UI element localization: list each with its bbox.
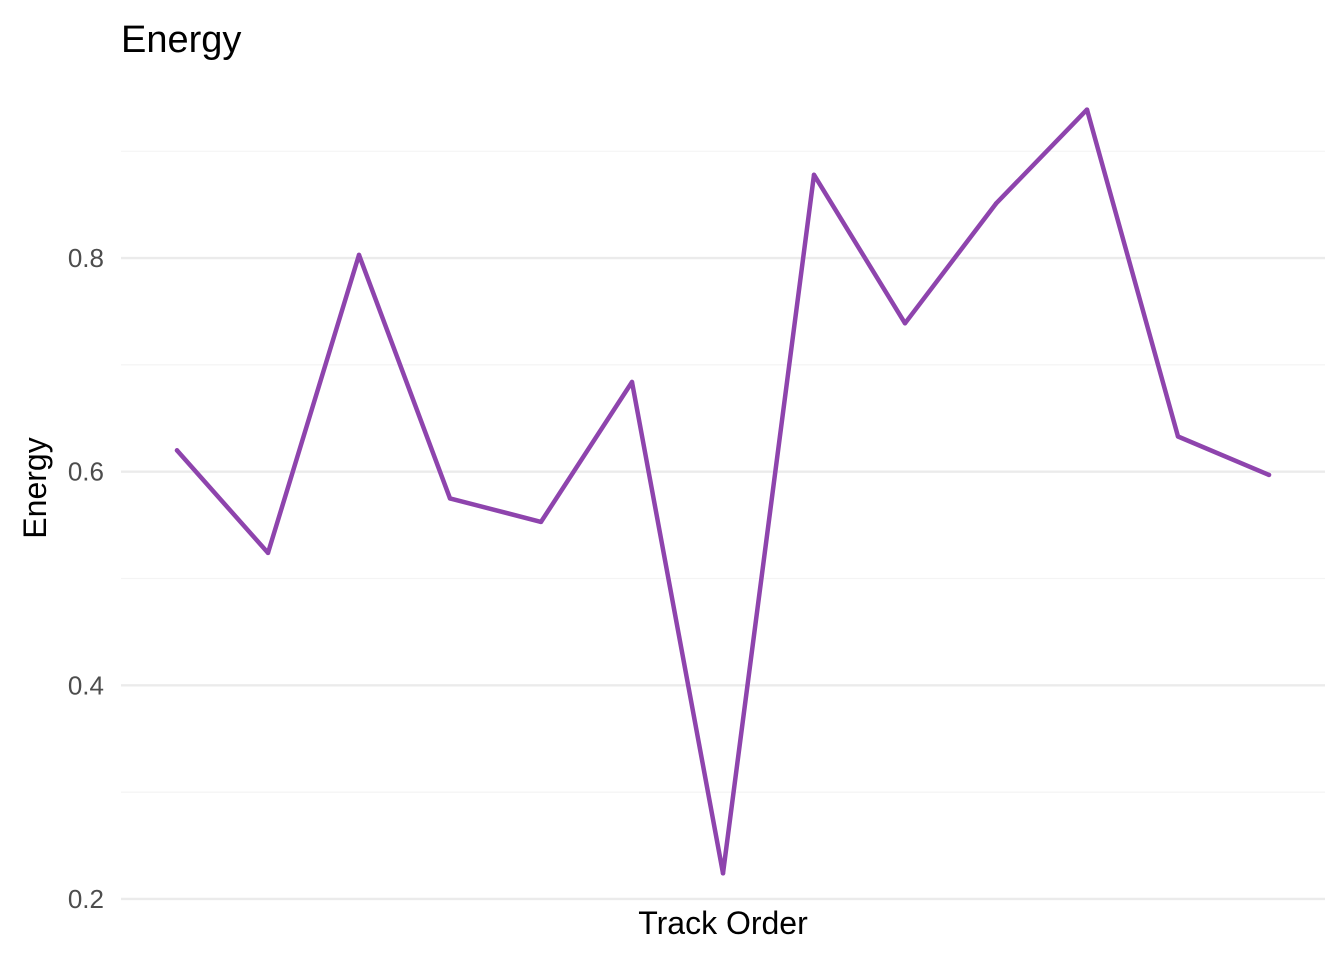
- data-point: [538, 519, 544, 525]
- data-point: [993, 201, 999, 206]
- data-point: [1175, 434, 1181, 439]
- data-point: [265, 550, 271, 556]
- series-layer: [174, 107, 1272, 876]
- grid-layer: [121, 150, 1325, 901]
- x-axis-label: Track Order: [638, 905, 808, 941]
- data-point: [1084, 107, 1090, 112]
- data-point: [811, 172, 817, 177]
- data-point: [356, 252, 362, 258]
- energy-series-line: [174, 107, 1272, 876]
- y-axis-label: Energy: [17, 437, 53, 538]
- data-point: [1266, 472, 1272, 478]
- y-tick-label: 0.6: [68, 457, 104, 487]
- data-point: [629, 379, 635, 385]
- chart-title: Energy: [121, 19, 241, 61]
- data-point: [174, 448, 180, 453]
- y-tick-labels: 0.2 0.4 0.6 0.8: [68, 243, 104, 914]
- data-point: [720, 871, 726, 876]
- data-point: [447, 496, 453, 501]
- y-tick-label: 0.8: [68, 243, 104, 273]
- y-tick-label: 0.2: [68, 884, 104, 914]
- data-point: [902, 321, 908, 326]
- y-tick-label: 0.4: [68, 670, 104, 700]
